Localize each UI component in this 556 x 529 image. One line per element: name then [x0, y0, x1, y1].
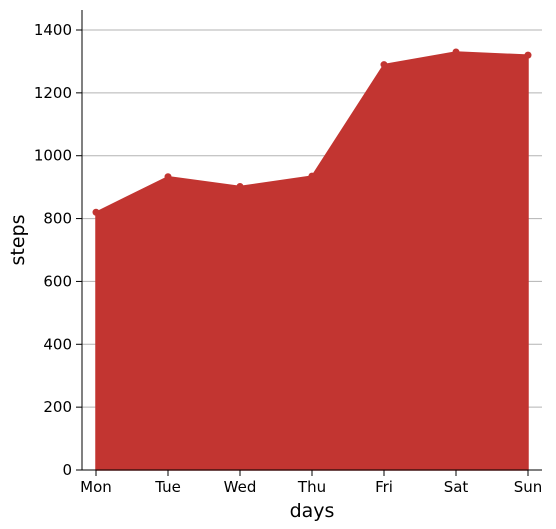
y-tick-label: 0	[62, 461, 72, 479]
data-point	[380, 61, 388, 69]
data-point	[164, 173, 172, 181]
area-fill	[95, 51, 529, 471]
y-tick-label: 200	[43, 398, 72, 416]
x-tick-label: Thu	[297, 478, 326, 496]
y-tick-label: 1000	[34, 147, 72, 165]
data-point	[452, 48, 460, 56]
y-tick-label: 400	[43, 335, 72, 353]
x-tick-label: Mon	[80, 478, 112, 496]
x-axis-title: days	[290, 500, 335, 522]
x-tick-label: Sat	[444, 478, 469, 496]
area-series	[95, 51, 529, 471]
y-tick-label: 800	[43, 210, 72, 228]
x-tick-label: Fri	[375, 478, 393, 496]
y-axis-ticks: 0 200 400 600 800 1000 1200 1400	[34, 21, 82, 479]
data-point	[92, 208, 100, 216]
data-points	[92, 48, 532, 216]
data-point	[308, 172, 316, 180]
y-tick-label: 600	[43, 272, 72, 290]
y-tick-label: 1400	[34, 21, 72, 39]
y-axis-title: steps	[7, 215, 29, 266]
y-tick-label: 1200	[34, 84, 72, 102]
x-tick-label: Tue	[154, 478, 181, 496]
data-point	[524, 51, 532, 59]
data-point	[236, 183, 244, 191]
x-tick-label: Sun	[514, 478, 543, 496]
x-axis-ticks: Mon Tue Wed Thu Fri Sat Sun	[80, 470, 542, 496]
x-tick-label: Wed	[224, 478, 257, 496]
